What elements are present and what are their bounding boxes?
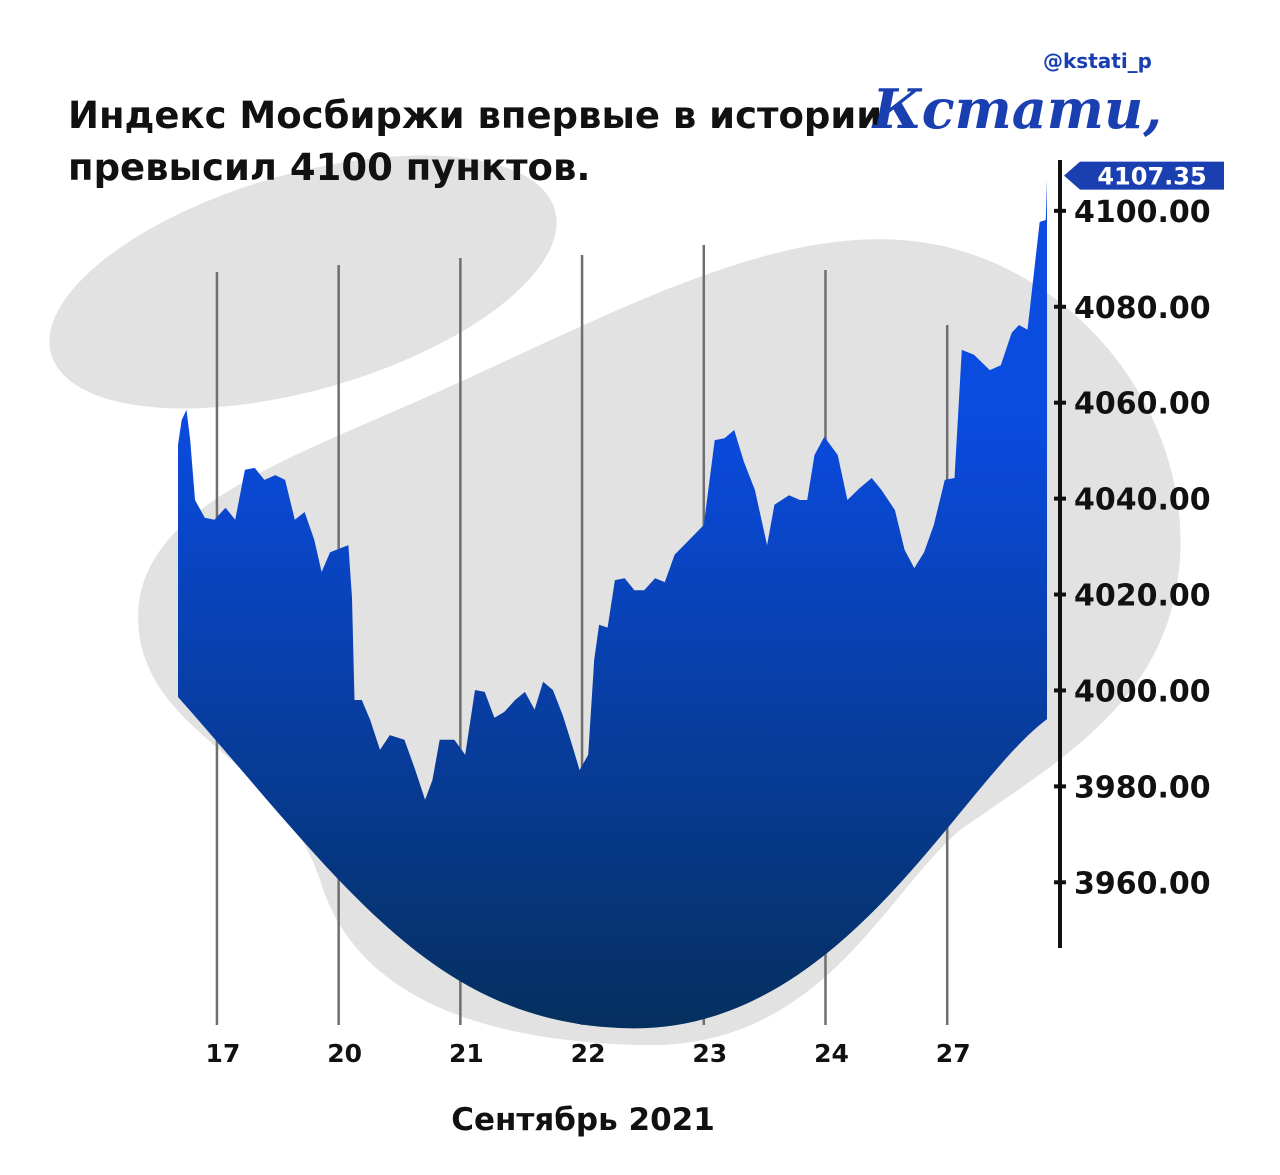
source: @kstati_p xyxy=(1043,49,1152,73)
y-tick-label: 4060.00 xyxy=(1074,387,1211,422)
x-tick-label: 24 xyxy=(814,1039,849,1068)
y-tick-label: 4020.00 xyxy=(1074,579,1211,614)
x-tick-label: 21 xyxy=(449,1039,484,1068)
x-tick-label: 27 xyxy=(936,1039,971,1068)
y-tick-label: 3980.00 xyxy=(1074,770,1211,805)
y-tick-label: 3960.00 xyxy=(1074,866,1211,901)
brand-logo: Кстати, xyxy=(871,77,1162,141)
y-tick-label: 4080.00 xyxy=(1074,291,1211,326)
y-tick-label: 4100.00 xyxy=(1074,195,1211,230)
x-tick-label: 22 xyxy=(571,1039,606,1068)
y-tick-label: 4000.00 xyxy=(1074,674,1211,709)
chart-title: Индекс Мосбиржи впервые в истории xyxy=(68,94,882,137)
chart-title: превысил 4100 пунктов. xyxy=(68,146,590,189)
x-tick-label: 20 xyxy=(327,1039,362,1068)
current-value-label: 4107.35 xyxy=(1097,163,1206,191)
decor-blob xyxy=(49,155,557,409)
y-tick-label: 4040.00 xyxy=(1074,483,1211,518)
x-tick-label: 23 xyxy=(692,1039,727,1068)
area xyxy=(178,179,1047,1029)
x-tick-label: 17 xyxy=(206,1039,241,1068)
x-axis-label: Сентябрь 2021 xyxy=(451,1102,715,1138)
current-value-marker xyxy=(1064,161,1224,190)
